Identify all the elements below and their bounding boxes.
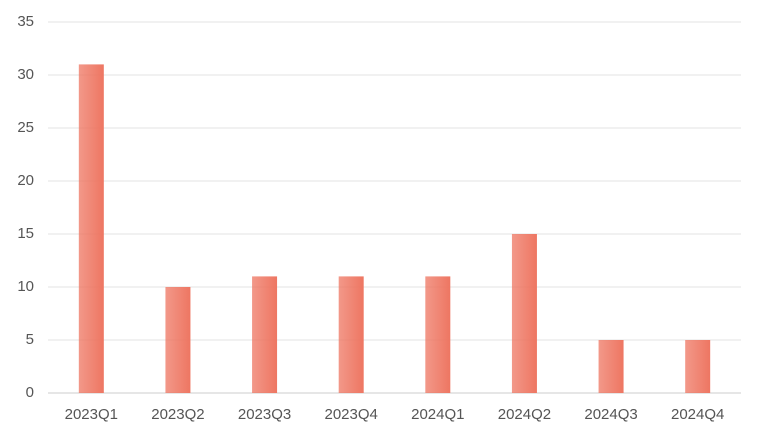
x-tick-label: 2024Q1 (411, 406, 464, 423)
bar (78, 64, 104, 394)
y-tick-label: 25 (17, 119, 34, 136)
x-tick-label: 2024Q3 (584, 406, 637, 423)
x-tick-label: 2023Q4 (324, 406, 377, 423)
bar (598, 340, 624, 393)
y-tick-label: 30 (17, 66, 34, 83)
y-tick-label: 35 (17, 13, 34, 30)
bar (165, 287, 191, 393)
x-tick-label: 2024Q2 (498, 406, 551, 423)
x-tick-label: 2024Q4 (671, 406, 724, 423)
x-tick-label: 2023Q1 (65, 406, 118, 423)
x-tick-label: 2023Q3 (238, 406, 291, 423)
y-tick-label: 15 (17, 225, 34, 242)
y-tick-label: 0 (26, 384, 34, 401)
bar (252, 276, 278, 393)
bar (425, 276, 451, 393)
bar (511, 234, 537, 393)
bar (685, 340, 711, 393)
y-tick-label: 10 (17, 278, 34, 295)
x-tick-label: 2023Q2 (151, 406, 204, 423)
bar (338, 276, 364, 393)
y-tick-label: 5 (26, 331, 34, 348)
y-tick-label: 20 (17, 172, 34, 189)
